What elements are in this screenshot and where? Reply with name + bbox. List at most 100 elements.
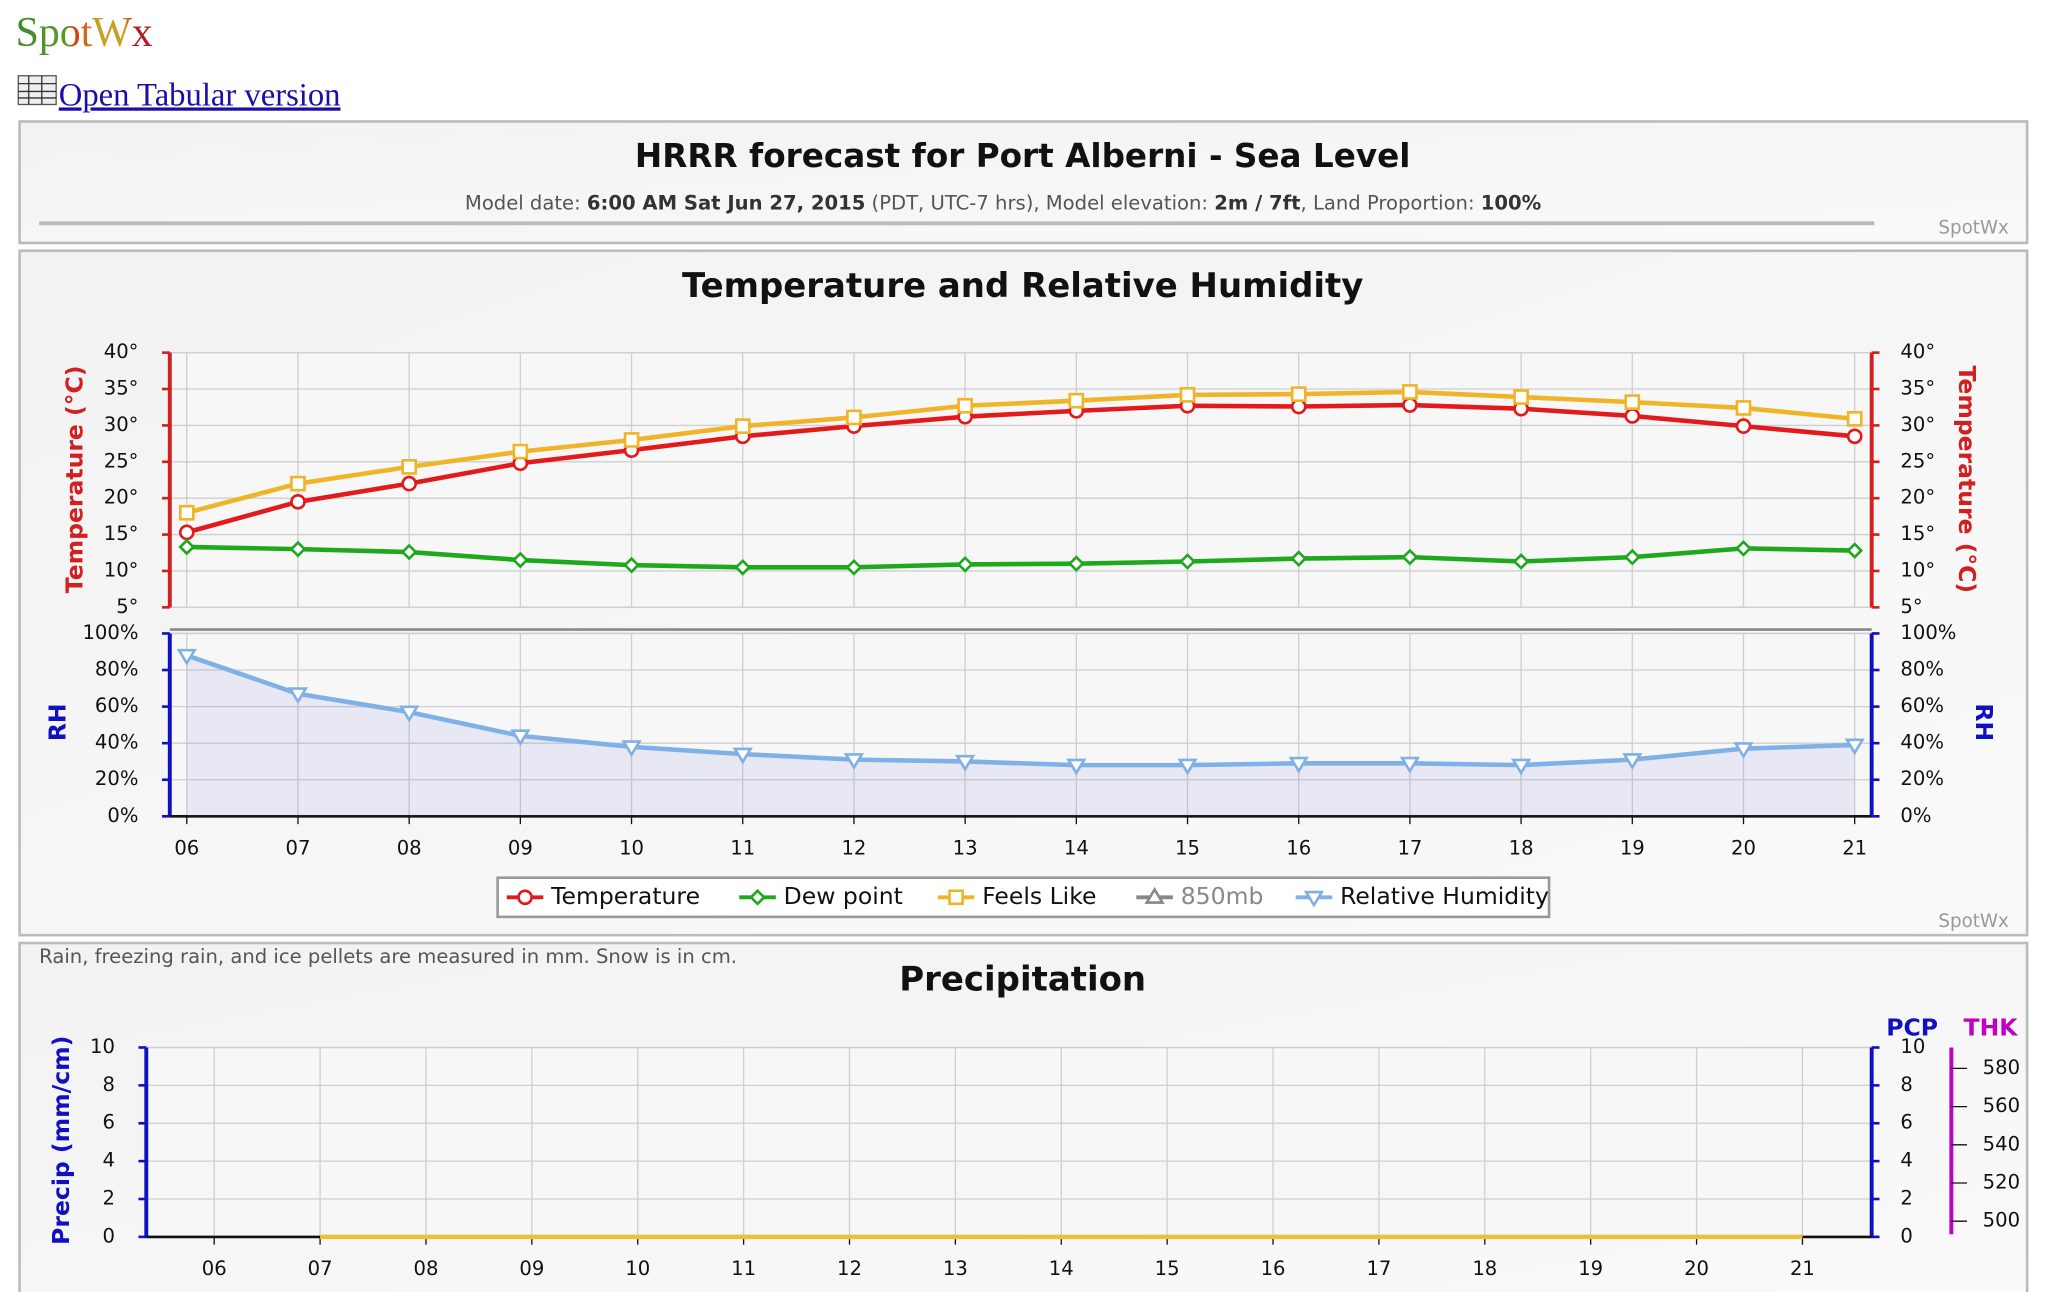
y-tick-label: 100% bbox=[82, 621, 138, 644]
x-tick-label: 20 bbox=[1684, 1257, 1709, 1280]
marker bbox=[948, 889, 964, 906]
marker bbox=[289, 540, 307, 558]
x-tick-label: 21 bbox=[1790, 1257, 1815, 1280]
marker bbox=[843, 753, 865, 771]
y-tick-label: 6 bbox=[102, 1111, 114, 1134]
marker bbox=[1290, 550, 1308, 567]
x-tick-label: 11 bbox=[730, 836, 755, 859]
y-tick-label: 25° bbox=[1900, 449, 1935, 472]
y-tick-label: 8 bbox=[102, 1073, 114, 1096]
watermark: SpotWx bbox=[1938, 911, 2009, 932]
marker bbox=[1624, 408, 1641, 424]
marker bbox=[1303, 890, 1325, 908]
marker bbox=[1846, 411, 1863, 427]
x-tick-label: 07 bbox=[286, 836, 311, 859]
marker bbox=[1066, 758, 1087, 776]
x-tick-label: 16 bbox=[1261, 1257, 1286, 1280]
marker bbox=[517, 889, 533, 906]
series-line bbox=[186, 544, 1855, 570]
y-tick-label: 5° bbox=[116, 595, 138, 618]
marker bbox=[734, 558, 752, 576]
y-tick-label: 0 bbox=[1900, 1224, 1912, 1247]
series-area bbox=[186, 655, 1855, 817]
logo: SpotWx bbox=[16, 10, 153, 56]
subtitle-part: 6:00 AM Sat Jun 27, 2015 bbox=[587, 191, 865, 214]
legend-label: Feels Like bbox=[982, 882, 1096, 910]
watermark: SpotWx bbox=[1938, 218, 2009, 239]
marker bbox=[1179, 553, 1196, 570]
subtitle-part: 2m / 7ft bbox=[1214, 191, 1300, 214]
legend-label: Temperature bbox=[550, 882, 700, 910]
x-tick-label: 20 bbox=[1731, 836, 1756, 859]
x-tick-label: 21 bbox=[1842, 836, 1867, 859]
y3-tick-label: 500 bbox=[1983, 1209, 2020, 1232]
marker bbox=[176, 648, 197, 666]
legend-label: Dew point bbox=[784, 882, 903, 910]
y-tick-label: 2 bbox=[1900, 1187, 1912, 1210]
x-tick-label: 14 bbox=[1064, 836, 1089, 859]
tabular-link[interactable]: Open Tabular version bbox=[59, 77, 341, 113]
marker bbox=[1179, 387, 1196, 403]
marker bbox=[734, 418, 751, 434]
marker bbox=[1510, 758, 1532, 776]
y3-tick-label: 580 bbox=[1983, 1056, 2020, 1079]
y-tick-label: 2 bbox=[102, 1187, 114, 1210]
axis-title: Temperature (°C) bbox=[1953, 365, 1981, 593]
marker bbox=[954, 754, 976, 772]
x-tick-label: 09 bbox=[519, 1257, 544, 1280]
marker bbox=[178, 524, 195, 541]
y-tick-label: 20% bbox=[1900, 767, 1944, 790]
x-tick-label: 08 bbox=[414, 1257, 439, 1280]
marker bbox=[1399, 756, 1421, 774]
marker bbox=[178, 504, 195, 521]
x-tick-label: 07 bbox=[308, 1257, 333, 1280]
x-tick-label: 19 bbox=[1620, 836, 1645, 859]
header-subtitle: Model date: 6:00 AM Sat Jun 27, 2015 (PD… bbox=[465, 191, 1541, 214]
y-tick-label: 10° bbox=[1900, 558, 1935, 581]
x-tick-label: 12 bbox=[841, 836, 866, 859]
marker bbox=[1735, 418, 1752, 434]
x-tick-label: 19 bbox=[1578, 1257, 1603, 1280]
x-tick-label: 11 bbox=[731, 1257, 756, 1280]
marker bbox=[1288, 756, 1309, 774]
y-tick-label: 30° bbox=[1900, 413, 1935, 436]
subtitle-part: Model date: bbox=[465, 191, 587, 214]
marker bbox=[290, 493, 306, 510]
marker bbox=[1401, 548, 1419, 566]
marker bbox=[621, 740, 642, 758]
marker bbox=[511, 551, 529, 569]
y-tick-label: 80% bbox=[95, 658, 139, 681]
marker bbox=[1402, 384, 1418, 400]
marker bbox=[1733, 742, 1754, 760]
y-tick-label: 8 bbox=[1900, 1073, 1912, 1096]
y-tick-label: 20% bbox=[95, 767, 139, 790]
marker bbox=[1067, 555, 1085, 573]
y-tick-label: 40% bbox=[1900, 731, 1944, 754]
plot-area bbox=[145, 1046, 1873, 1238]
marker bbox=[1290, 386, 1307, 402]
axis-title: Precip (mm/cm) bbox=[47, 1036, 75, 1245]
y-tick-label: 4 bbox=[1900, 1149, 1912, 1172]
y-tick-label: 0 bbox=[102, 1224, 114, 1247]
marker bbox=[510, 729, 531, 747]
x-tick-label: 15 bbox=[1175, 836, 1200, 859]
series-line bbox=[186, 389, 1855, 515]
marker bbox=[623, 556, 640, 574]
chart-title: Precipitation bbox=[899, 959, 1146, 999]
marker bbox=[732, 747, 753, 765]
y-tick-label: 60% bbox=[1900, 694, 1944, 717]
marker bbox=[1144, 886, 1165, 904]
series-line bbox=[186, 653, 1855, 768]
y-tick-label: 100% bbox=[1900, 621, 1956, 644]
x-tick-label: 13 bbox=[943, 1257, 968, 1280]
axis-title: RH bbox=[1970, 703, 1998, 741]
marker bbox=[846, 409, 862, 426]
marker bbox=[287, 687, 309, 705]
y-tick-label: 15° bbox=[1900, 522, 1935, 545]
marker bbox=[1622, 753, 1643, 771]
y-tick-label: 60% bbox=[95, 694, 139, 717]
x-tick-label: 10 bbox=[625, 1257, 650, 1280]
chart-title: Temperature and Relative Humidity bbox=[682, 266, 1363, 306]
y-tick-label: 35° bbox=[104, 377, 139, 400]
